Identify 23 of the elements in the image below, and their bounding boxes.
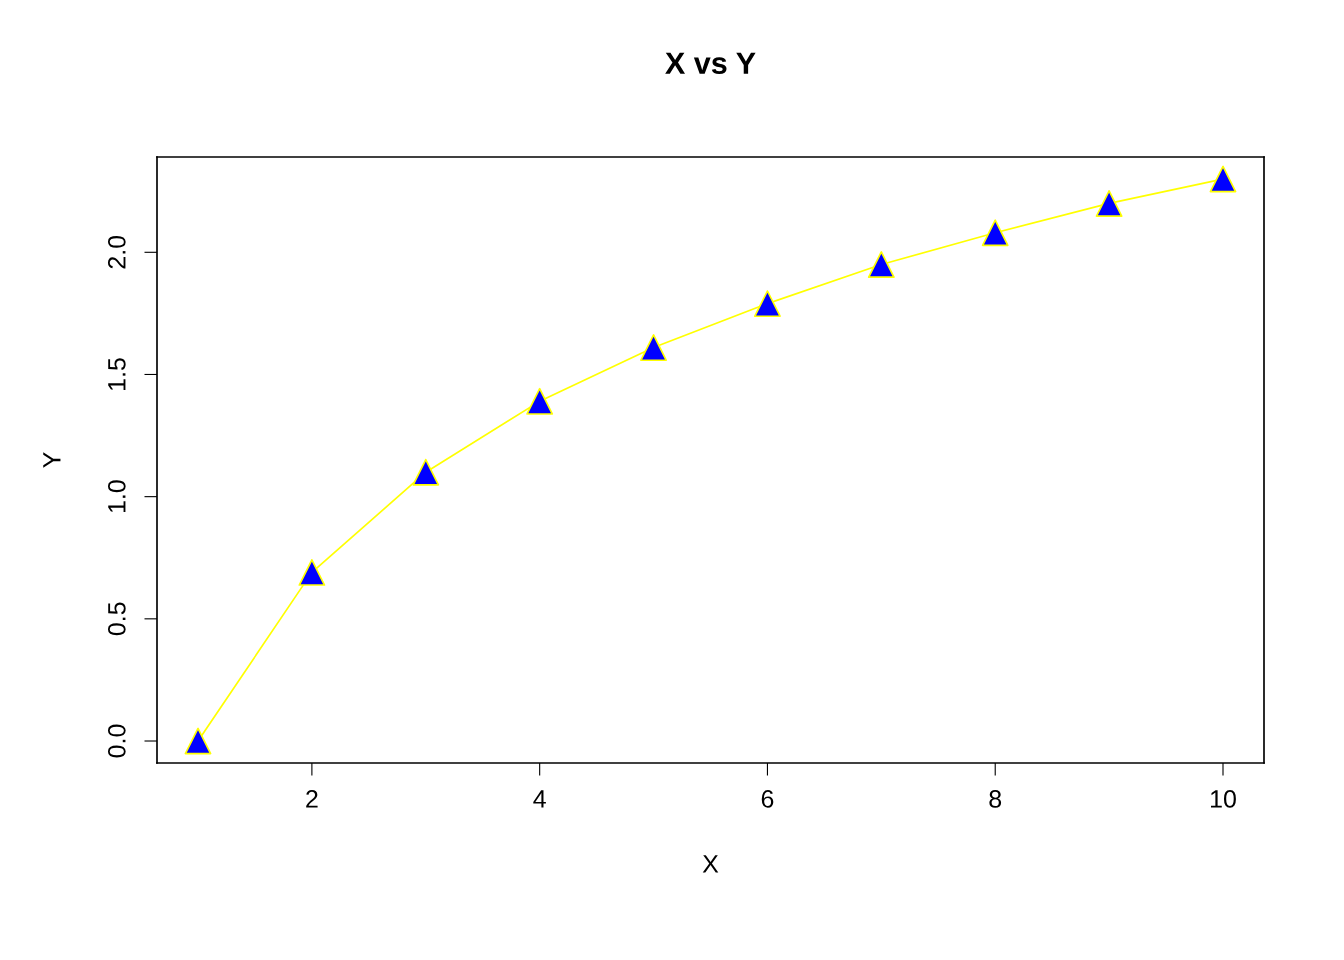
point [1095,189,1123,217]
x-axis-title: X [702,855,719,873]
point [1209,165,1237,193]
y-tick-label: 0.0 [107,724,126,758]
y-tick-label: 1.0 [107,480,126,513]
y-tick-label: 2.0 [107,235,126,269]
point [184,727,212,755]
point [753,290,781,318]
point [867,251,895,278]
point [298,558,326,586]
y-tick-label: 1.5 [108,358,126,390]
point [412,458,440,486]
x-tick-label: 8 [989,790,1002,808]
y-tick-label: 0.5 [107,602,126,636]
x-tick-label: 10 [1211,790,1236,808]
x-tick-label: 4 [533,790,546,808]
x-tick-label: 6 [761,790,774,808]
chart-title: X vs Y [665,52,756,74]
point [640,334,668,362]
y-axis-title: Y [43,452,61,468]
point [981,219,1009,247]
point [526,387,554,415]
x-tick-label: 2 [306,790,318,808]
